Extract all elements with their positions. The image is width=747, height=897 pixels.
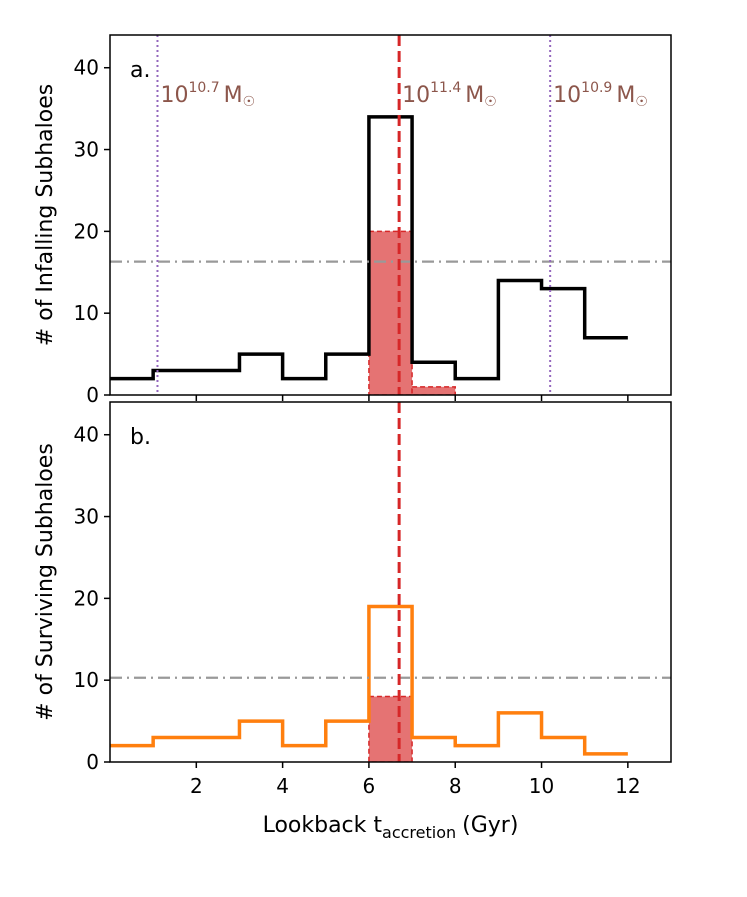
y-tick-label: 30 bbox=[74, 138, 99, 162]
panel-a: 0 10 20 30 40 # of Infalling Subhaloes a. 1010.… bbox=[33, 34, 672, 407]
y-tick-label: 10 bbox=[74, 668, 99, 692]
plot-area bbox=[110, 402, 671, 762]
panel-b: 0 10 20 30 40 2 4 6 8 10 12 # of Surviving Subhaloe… bbox=[33, 401, 672, 798]
y-tick-label: 0 bbox=[86, 750, 99, 774]
y-tick-label: 10 bbox=[74, 301, 99, 325]
subset-bar bbox=[411, 386, 456, 395]
axes-frame bbox=[109, 34, 672, 396]
y-tick-label: 40 bbox=[74, 423, 99, 447]
x-axis-label: Lookback taccretion (Gyr) bbox=[263, 813, 519, 842]
x-tick-label: 4 bbox=[276, 774, 289, 798]
subset-bar bbox=[368, 230, 413, 395]
x-tick-label: 8 bbox=[449, 774, 462, 798]
x-tick-label: 12 bbox=[615, 774, 640, 798]
plot-area bbox=[110, 35, 671, 395]
axes-frame bbox=[109, 401, 672, 763]
x-tick-label: 6 bbox=[363, 774, 376, 798]
x-tick-label: 10 bbox=[529, 774, 554, 798]
y-tick-label: 30 bbox=[74, 505, 99, 529]
mass-annotation: 1010.7 M☉ bbox=[160, 80, 255, 110]
histogram-step-series bbox=[110, 604, 628, 756]
y-tick-label: 0 bbox=[86, 383, 99, 407]
x-tick-label: 2 bbox=[190, 774, 203, 798]
subset-bar bbox=[368, 695, 413, 762]
panel-label: b. bbox=[130, 425, 151, 450]
histogram-step-series bbox=[110, 115, 628, 381]
y-axis-label: # of Infalling Subhaloes bbox=[33, 84, 58, 346]
y-tick-label: 20 bbox=[74, 586, 99, 610]
y-tick-label: 20 bbox=[74, 219, 99, 243]
y-tick-label: 40 bbox=[74, 56, 99, 80]
mass-annotation: 1011.4 M☉ bbox=[402, 80, 497, 110]
panel-label: a. bbox=[130, 58, 150, 83]
mass-annotation: 1010.9 M☉ bbox=[553, 80, 648, 110]
y-axis-label: # of Surviving Subhaloes bbox=[33, 443, 58, 721]
